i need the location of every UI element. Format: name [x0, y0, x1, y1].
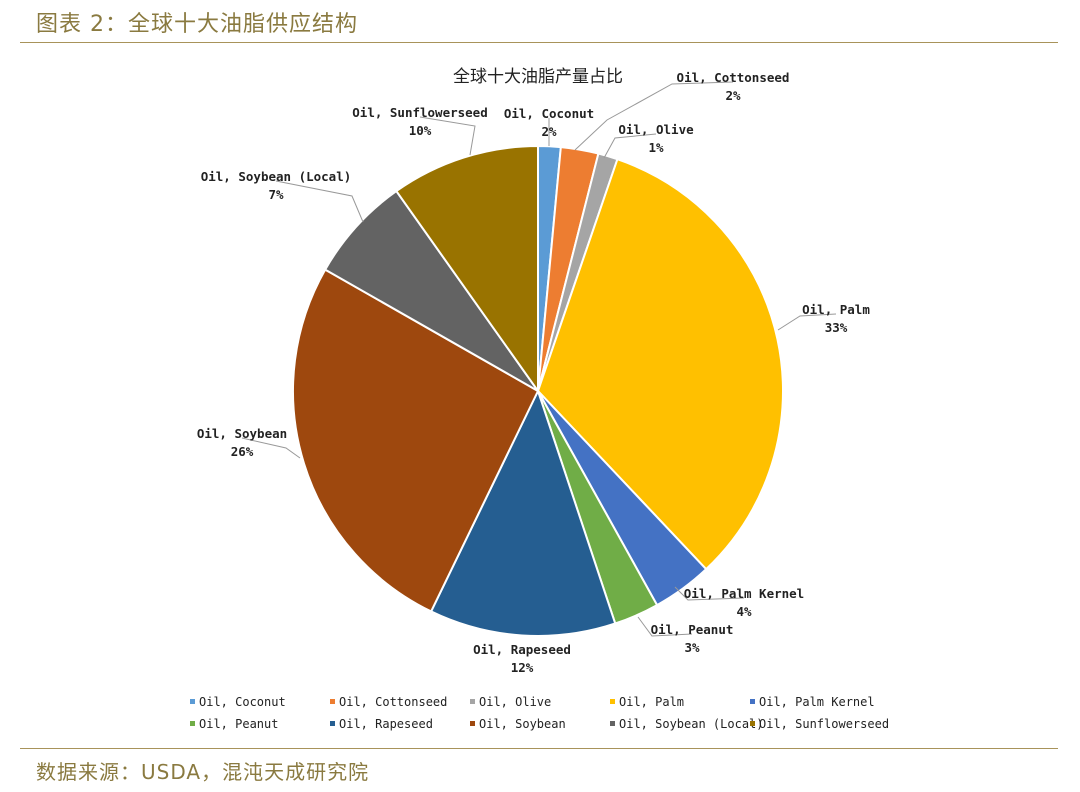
slice-label-value-oil-olive: 1% [648, 140, 664, 155]
slice-oil-rapeseed [429, 388, 617, 637]
legend-swatch-oil-coconut [190, 699, 195, 704]
slice-label-name-oil-soybean: Oil, Soybean [197, 426, 287, 441]
data-labels: Oil, Coconut 2% Oil, Cottonseed 2% Oil, Oliv… [197, 70, 870, 675]
legend-swatch-oil-peanut [190, 721, 195, 726]
slice-label-value-oil-sunflowerseed: 10% [409, 123, 432, 138]
legend-label-oil-soybean: Oil, Soybean [479, 717, 566, 731]
slice-label-name-oil-palm-kernel: Oil, Palm Kernel [684, 586, 804, 601]
legend-label-oil-cottonseed: Oil, Cottonseed [339, 695, 447, 709]
figure-title: 图表 2：全球十大油脂供应结构 [36, 12, 358, 37]
slice-oil-soybean [292, 268, 540, 613]
slice-oil-palm [536, 157, 784, 571]
legend-swatch-oil-palm-kernel [750, 699, 755, 704]
slice-label-value-oil-soybean-local: 7% [268, 187, 284, 202]
leader-oil-soybean [241, 437, 301, 459]
slice-oil-soybean-local [323, 189, 539, 392]
top-divider [20, 42, 1058, 43]
legend-label-oil-peanut: Oil, Peanut [199, 717, 278, 731]
legend-label-oil-palm-kernel: Oil, Palm Kernel [759, 695, 875, 709]
slice-label-value-oil-cottonseed: 2% [725, 88, 741, 103]
source-note: 数据来源：USDA，混沌天成研究院 [36, 760, 370, 784]
leader-oil-soybean-local [275, 180, 364, 223]
slice-label-value-oil-soybean: 26% [231, 444, 254, 459]
slice-label-value-oil-coconut: 2% [541, 124, 557, 139]
legend-swatch-oil-olive [470, 699, 475, 704]
legend-label-oil-olive: Oil, Olive [479, 695, 551, 709]
leader-oil-cottonseed [574, 81, 734, 151]
legend-swatch-oil-soybean-local [610, 721, 615, 726]
legend-label-oil-palm: Oil, Palm [619, 695, 684, 709]
leader-oil-sunflowerseed [419, 116, 476, 156]
slice-label-value-oil-rapeseed: 12% [511, 660, 534, 675]
leader-oil-palm [777, 313, 837, 331]
slice-label-name-oil-cottonseed: Oil, Cottonseed [677, 70, 790, 85]
slice-label-name-oil-peanut: Oil, Peanut [651, 622, 734, 637]
legend-swatch-oil-sunflowerseed [750, 721, 755, 726]
legend-label-oil-sunflowerseed: Oil, Sunflowerseed [759, 717, 889, 731]
legend-swatch-oil-soybean [470, 721, 475, 726]
slice-label-value-oil-palm-kernel: 4% [736, 604, 752, 619]
legend-swatch-oil-palm [610, 699, 615, 704]
slice-label-name-oil-sunflowerseed: Oil, Sunflowerseed [352, 105, 487, 120]
legend-label-oil-soybean-local: Oil, Soybean (Local) [619, 717, 764, 731]
legend-swatch-oil-rapeseed [330, 721, 335, 726]
legend: Oil, Coconut Oil, Cottonseed Oil, Olive Oil… [190, 695, 889, 731]
bottom-divider [20, 748, 1058, 749]
slice-label-name-oil-palm: Oil, Palm [802, 302, 870, 317]
leader-oil-peanut [637, 616, 693, 637]
slice-label-name-oil-rapeseed: Oil, Rapeseed [473, 642, 571, 657]
leader-oil-olive [603, 133, 657, 159]
leader-lines [241, 81, 837, 637]
legend-swatch-oil-cottonseed [330, 699, 335, 704]
slice-label-name-oil-soybean-local: Oil, Soybean (Local) [201, 169, 352, 184]
legend-label-oil-coconut: Oil, Coconut [199, 695, 286, 709]
slice-label-name-oil-coconut: Oil, Coconut [504, 106, 594, 121]
slice-label-value-oil-palm: 33% [825, 320, 848, 335]
slice-oil-sunflowerseed [394, 144, 539, 395]
pie-slices [292, 144, 784, 637]
legend-label-oil-rapeseed: Oil, Rapeseed [339, 717, 433, 731]
slice-label-name-oil-olive: Oil, Olive [618, 122, 694, 137]
chart-title: 全球十大油脂产量占比 [453, 67, 623, 87]
leader-oil-palm-kernel [674, 586, 745, 601]
slice-label-value-oil-peanut: 3% [684, 640, 700, 655]
